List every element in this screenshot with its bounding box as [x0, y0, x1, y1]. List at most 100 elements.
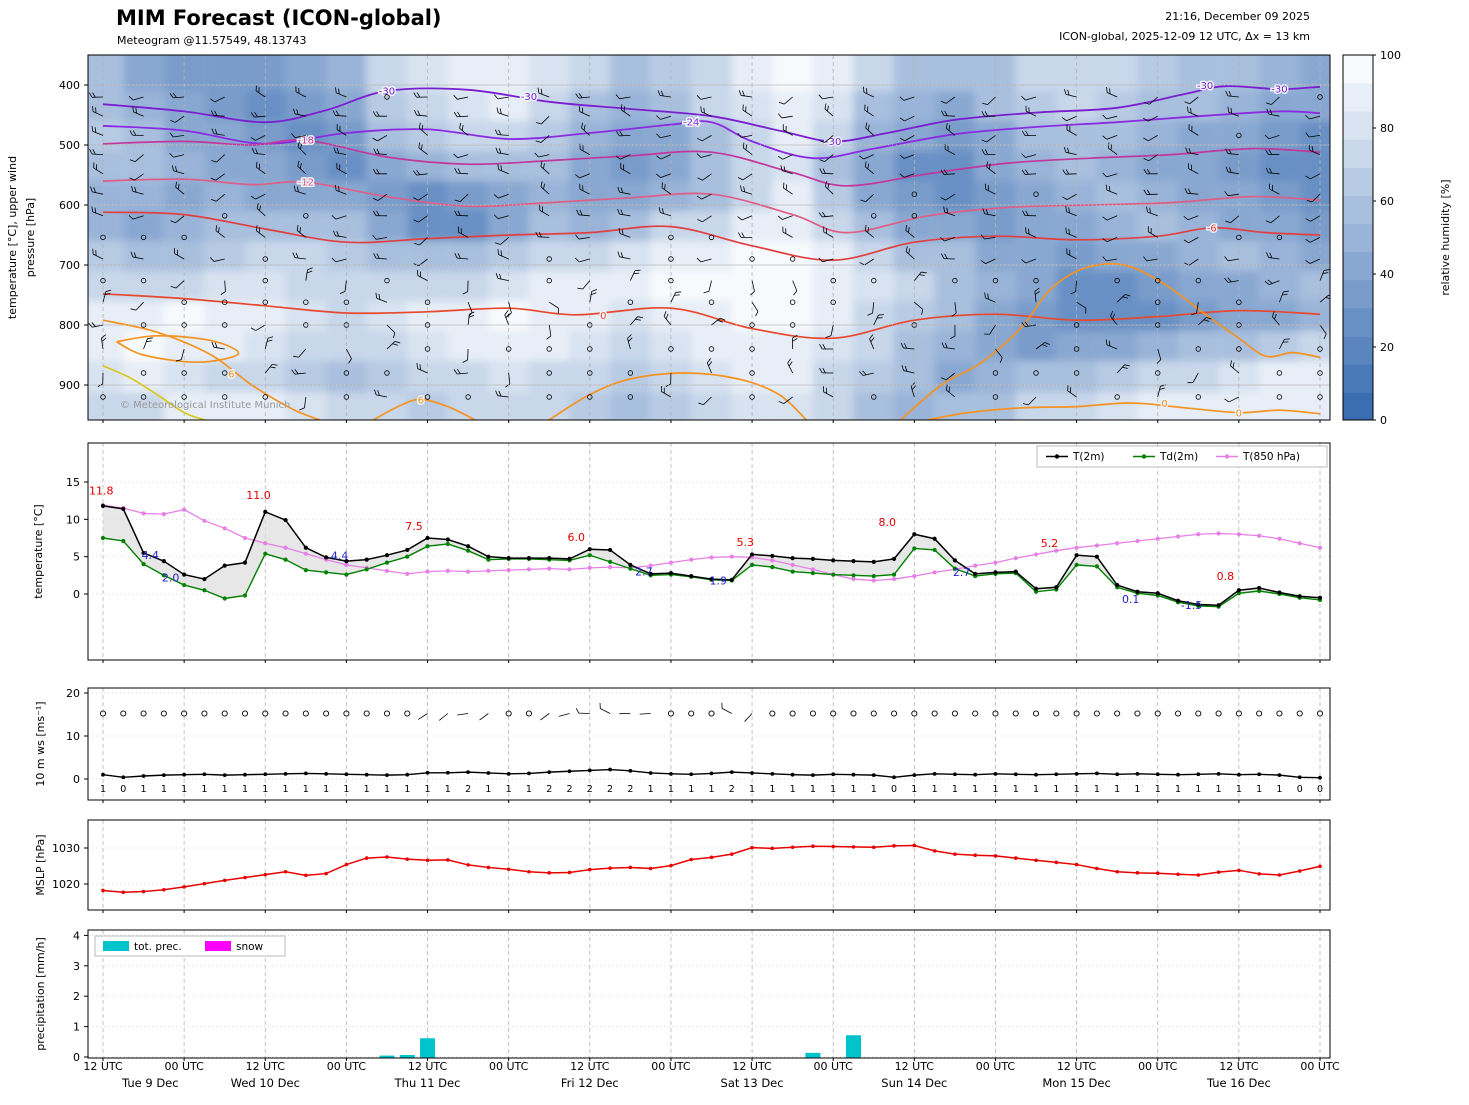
wind-barbs-row — [99, 702, 1324, 722]
page-title: MIM Forecast (ICON-global) — [116, 6, 442, 30]
svg-text:Fri 12 Dec: Fri 12 Dec — [561, 1076, 619, 1090]
svg-text:4.4: 4.4 — [331, 550, 349, 563]
svg-text:10: 10 — [66, 730, 80, 743]
svg-text:2: 2 — [465, 784, 471, 795]
svg-text:3: 3 — [73, 960, 80, 973]
svg-text:2: 2 — [607, 784, 613, 795]
svg-text:1: 1 — [141, 784, 147, 795]
svg-text:1: 1 — [1236, 784, 1242, 795]
svg-text:1: 1 — [526, 784, 532, 795]
svg-text:1: 1 — [1256, 784, 1262, 795]
svg-text:1: 1 — [262, 784, 268, 795]
svg-text:11.0: 11.0 — [246, 489, 271, 502]
svg-text:12 UTC: 12 UTC — [83, 1060, 123, 1073]
svg-text:12 UTC: 12 UTC — [1057, 1060, 1097, 1073]
svg-text:-30: -30 — [825, 137, 841, 148]
svg-text:1: 1 — [1074, 784, 1080, 795]
svg-text:0: 0 — [73, 588, 80, 601]
svg-text:1: 1 — [972, 784, 978, 795]
svg-text:1: 1 — [343, 784, 349, 795]
svg-text:MSLP [hPa]: MSLP [hPa] — [34, 834, 47, 895]
svg-text:1: 1 — [1175, 784, 1181, 795]
svg-text:tot. prec.: tot. prec. — [134, 941, 182, 953]
svg-text:T(2m): T(2m) — [1072, 451, 1105, 463]
svg-text:2: 2 — [546, 784, 552, 795]
svg-text:2: 2 — [729, 784, 735, 795]
svg-text:900: 900 — [59, 379, 80, 392]
svg-text:1: 1 — [283, 784, 289, 795]
svg-text:12 UTC: 12 UTC — [895, 1060, 935, 1073]
svg-text:100: 100 — [1380, 49, 1401, 62]
svg-text:1: 1 — [242, 784, 248, 795]
svg-text:5: 5 — [73, 551, 80, 564]
svg-text:1: 1 — [445, 784, 451, 795]
svg-text:1: 1 — [404, 784, 410, 795]
svg-text:6.0: 6.0 — [568, 531, 586, 544]
svg-text:1: 1 — [425, 784, 431, 795]
svg-text:1: 1 — [992, 784, 998, 795]
svg-text:1: 1 — [506, 784, 512, 795]
svg-text:-30: -30 — [1271, 85, 1287, 96]
svg-text:1: 1 — [1276, 784, 1282, 795]
svg-text:1: 1 — [769, 784, 775, 795]
svg-text:1: 1 — [1195, 784, 1201, 795]
svg-text:00 UTC: 00 UTC — [814, 1060, 854, 1073]
svg-text:0: 0 — [1236, 409, 1242, 420]
svg-text:Mon 15 Dec: Mon 15 Dec — [1042, 1076, 1110, 1090]
svg-text:2.0: 2.0 — [162, 571, 180, 584]
svg-text:2: 2 — [566, 784, 572, 795]
svg-text:1: 1 — [485, 784, 491, 795]
svg-text:7.5: 7.5 — [405, 520, 423, 533]
svg-text:1: 1 — [323, 784, 329, 795]
svg-text:10: 10 — [66, 513, 80, 526]
svg-text:12 UTC: 12 UTC — [408, 1060, 448, 1073]
mslp-line — [101, 843, 1322, 895]
svg-text:1030: 1030 — [52, 842, 80, 855]
svg-text:4.4: 4.4 — [142, 549, 160, 562]
svg-text:20: 20 — [1380, 341, 1394, 354]
svg-text:1.9: 1.9 — [710, 574, 728, 587]
svg-text:Td(2m): Td(2m) — [1159, 451, 1198, 463]
svg-text:1: 1 — [100, 784, 106, 795]
svg-text:1: 1 — [201, 784, 207, 795]
svg-text:1: 1 — [73, 1021, 80, 1034]
svg-text:0: 0 — [1297, 784, 1303, 795]
svg-text:00 UTC: 00 UTC — [651, 1060, 691, 1073]
svg-text:20: 20 — [66, 687, 80, 700]
svg-text:1: 1 — [1114, 784, 1120, 795]
svg-text:Sat 13 Dec: Sat 13 Dec — [721, 1076, 784, 1090]
humidity-colorbar: 0 20 40 60 80 100 relative humidity [%] — [1342, 49, 1452, 427]
svg-text:12 UTC: 12 UTC — [732, 1060, 772, 1073]
svg-text:2.7: 2.7 — [635, 565, 653, 578]
svg-text:0: 0 — [1161, 399, 1167, 410]
precip-panel: 0 1 2 3 4 tot. prec. snow precipitation [mm/h] — [34, 929, 1331, 1064]
svg-text:6: 6 — [418, 396, 424, 407]
tot-prec-swatch — [103, 941, 129, 951]
svg-text:0: 0 — [73, 1051, 80, 1064]
svg-text:10 m ws [ms⁻¹]: 10 m ws [ms⁻¹] — [34, 701, 47, 786]
svg-text:1: 1 — [952, 784, 958, 795]
svg-text:600: 600 — [59, 199, 80, 212]
svg-text:60: 60 — [1380, 195, 1394, 208]
t850-line — [100, 503, 1323, 583]
svg-text:relative humidity [%]: relative humidity [%] — [1439, 179, 1452, 295]
svg-text:1: 1 — [688, 784, 694, 795]
svg-text:00 UTC: 00 UTC — [1138, 1060, 1178, 1073]
svg-text:1: 1 — [871, 784, 877, 795]
svg-text:temperature [°C]: temperature [°C] — [32, 504, 45, 598]
svg-text:1: 1 — [384, 784, 390, 795]
svg-text:1: 1 — [181, 784, 187, 795]
svg-text:1020: 1020 — [52, 878, 80, 891]
svg-text:-30: -30 — [1197, 81, 1213, 92]
svg-text:11.8: 11.8 — [89, 485, 114, 498]
svg-text:1: 1 — [1216, 784, 1222, 795]
svg-text:0: 0 — [120, 784, 126, 795]
svg-text:700: 700 — [59, 259, 80, 272]
x-axis-labels: 12 UTC 00 UTC 12 UTC 00 UTC 12 UTC 00 UTC 12 U… — [83, 1060, 1340, 1073]
svg-text:1: 1 — [1134, 784, 1140, 795]
svg-text:1: 1 — [932, 784, 938, 795]
